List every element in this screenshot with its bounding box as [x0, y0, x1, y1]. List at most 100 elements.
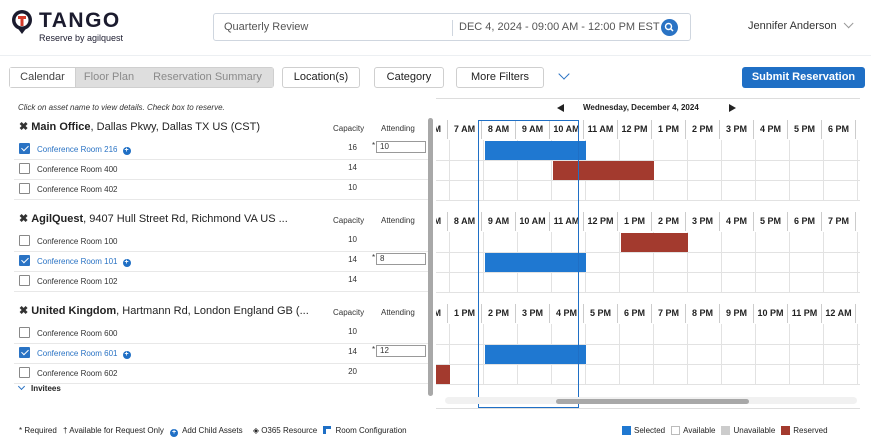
- reserved-booking-bar[interactable]: [436, 365, 450, 384]
- timeline-slot[interactable]: [518, 160, 552, 180]
- room-name-link[interactable]: Conference Room 600: [37, 329, 118, 338]
- room-name-link[interactable]: Conference Room 216 +: [37, 145, 131, 155]
- timeline-row[interactable]: [436, 140, 860, 161]
- timeline-slot[interactable]: [586, 180, 620, 200]
- collapse-group-icon[interactable]: ✖: [19, 305, 29, 317]
- timeline-slot[interactable]: [790, 252, 824, 272]
- timeline-slot[interactable]: [450, 232, 484, 252]
- attending-input[interactable]: 10: [376, 141, 426, 153]
- timeline-slot[interactable]: [688, 180, 722, 200]
- timeline-slot[interactable]: [790, 364, 824, 384]
- search-query-text[interactable]: Quarterly Review: [224, 21, 309, 33]
- reserve-checkbox[interactable]: [19, 183, 30, 194]
- timeline-row[interactable]: [436, 232, 860, 253]
- timeline-slot[interactable]: [620, 252, 654, 272]
- timeline-slot[interactable]: [722, 232, 756, 252]
- collapse-group-icon[interactable]: ✖: [19, 213, 29, 225]
- reserve-checkbox[interactable]: [19, 143, 30, 154]
- timeline-slot[interactable]: [484, 180, 518, 200]
- timeline-slot[interactable]: [824, 364, 858, 384]
- timeline-slot[interactable]: [620, 364, 654, 384]
- room-name-link[interactable]: Conference Room 602: [37, 369, 118, 378]
- more-filters-button[interactable]: More Filters: [456, 67, 544, 88]
- tab-calendar[interactable]: Calendar: [10, 68, 76, 87]
- timeline-slot[interactable]: [756, 324, 790, 344]
- reserve-checkbox[interactable]: [19, 347, 30, 358]
- reserve-checkbox[interactable]: [19, 163, 30, 174]
- timeline-slot[interactable]: [824, 252, 858, 272]
- timeline-slot[interactable]: [484, 272, 518, 292]
- timeline-slot[interactable]: [654, 344, 688, 364]
- timeline-slot[interactable]: [688, 252, 722, 272]
- timeline-row[interactable]: [436, 324, 860, 345]
- timeline-slot[interactable]: [790, 324, 824, 344]
- timeline-slot[interactable]: [552, 180, 586, 200]
- timeline-slot[interactable]: [450, 324, 484, 344]
- timeline-slot[interactable]: [518, 180, 552, 200]
- timeline-slot[interactable]: [756, 252, 790, 272]
- timeline-slot[interactable]: [790, 140, 824, 160]
- timeline-slot[interactable]: [654, 272, 688, 292]
- timeline-slot[interactable]: [654, 160, 688, 180]
- category-filter-button[interactable]: Category: [374, 67, 444, 88]
- timeline-slot[interactable]: [586, 364, 620, 384]
- timeline-slot[interactable]: [722, 180, 756, 200]
- timeline-slot[interactable]: [790, 272, 824, 292]
- timeline-slot[interactable]: [620, 180, 654, 200]
- timeline-slot[interactable]: [824, 324, 858, 344]
- timeline-slot[interactable]: [756, 232, 790, 252]
- timeline-slot[interactable]: [484, 160, 518, 180]
- timeline-slot[interactable]: [586, 324, 620, 344]
- location-group-title[interactable]: ✖ Main Office, Dallas Pkwy, Dallas TX US …: [19, 120, 324, 133]
- room-name-link[interactable]: Conference Room 100: [37, 237, 118, 246]
- timeline-row[interactable]: [436, 272, 860, 293]
- timeline-slot[interactable]: [756, 160, 790, 180]
- timeline-slot[interactable]: [484, 232, 518, 252]
- search-date-range[interactable]: DEC 4, 2024 - 09:00 AM - 12:00 PM EST: [459, 21, 660, 33]
- timeline-slot[interactable]: [824, 232, 858, 252]
- timeline-slot[interactable]: [722, 252, 756, 272]
- timeline-slot[interactable]: [722, 160, 756, 180]
- timeline-slot[interactable]: [824, 180, 858, 200]
- timeline-slot[interactable]: [756, 344, 790, 364]
- timeline-slot[interactable]: [722, 364, 756, 384]
- locations-filter-button[interactable]: Location(s): [282, 67, 360, 88]
- timeline-slot[interactable]: [722, 324, 756, 344]
- selected-booking-bar[interactable]: [485, 253, 586, 272]
- collapse-group-icon[interactable]: ✖: [19, 121, 29, 133]
- timeline-slot[interactable]: [436, 272, 450, 292]
- previous-day-icon[interactable]: [557, 104, 564, 112]
- timeline-slot[interactable]: [688, 232, 722, 252]
- timeline-slot[interactable]: [790, 180, 824, 200]
- timeline-slot[interactable]: [436, 324, 450, 344]
- timeline-slot[interactable]: [552, 272, 586, 292]
- timeline-slot[interactable]: [450, 252, 484, 272]
- timeline-slot[interactable]: [586, 344, 620, 364]
- timeline-row[interactable]: [436, 344, 860, 365]
- timeline-slot[interactable]: [824, 160, 858, 180]
- timeline-slot[interactable]: [654, 324, 688, 344]
- room-name-link[interactable]: Conference Room 101 +: [37, 257, 131, 267]
- timeline-slot[interactable]: [450, 364, 484, 384]
- timeline-slot[interactable]: [518, 232, 552, 252]
- timeline-slot[interactable]: [722, 272, 756, 292]
- next-day-icon[interactable]: [729, 104, 736, 112]
- timeline-row[interactable]: [436, 252, 860, 273]
- add-child-icon[interactable]: +: [122, 351, 131, 359]
- timeline-slot[interactable]: [688, 140, 722, 160]
- attending-input[interactable]: 12: [376, 345, 426, 357]
- timeline-slot[interactable]: [824, 272, 858, 292]
- submit-reservation-button[interactable]: Submit Reservation: [742, 67, 865, 88]
- timeline-slot[interactable]: [654, 180, 688, 200]
- timeline-slot[interactable]: [790, 160, 824, 180]
- invitees-toggle[interactable]: Invitees: [17, 382, 61, 393]
- reserve-checkbox[interactable]: [19, 367, 30, 378]
- timeline-slot[interactable]: [436, 252, 450, 272]
- timeline-slot[interactable]: [436, 160, 450, 180]
- timeline-slot[interactable]: [654, 140, 688, 160]
- user-menu[interactable]: Jennifer Anderson: [748, 18, 854, 32]
- timeline-slot[interactable]: [484, 324, 518, 344]
- room-name-link[interactable]: Conference Room 402: [37, 185, 118, 194]
- timeline-slot[interactable]: [450, 344, 484, 364]
- location-group-title[interactable]: ✖ AgilQuest, 9407 Hull Street Rd, Richmon…: [19, 212, 324, 225]
